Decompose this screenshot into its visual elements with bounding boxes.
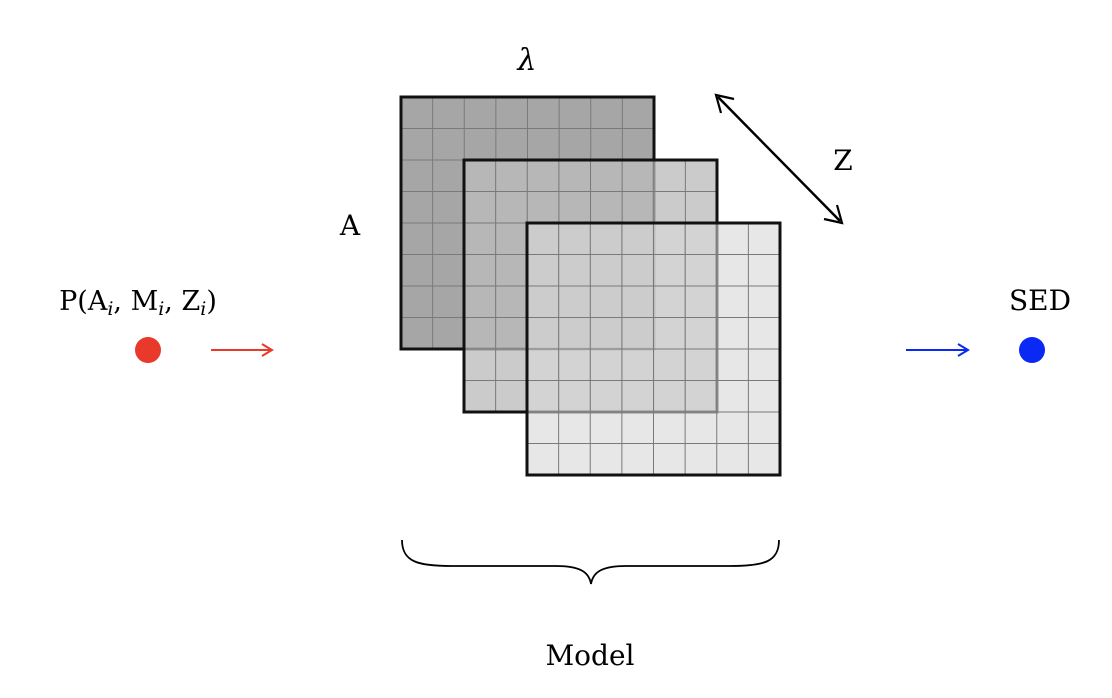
input-arrow [211,343,274,357]
output-dot [1019,337,1045,363]
input-distribution-label: P(Ai, Mi, Zi) [59,286,217,320]
z-axis-label: Z [833,144,852,177]
grid-plane-front [525,221,782,477]
model-brace [401,539,780,585]
a-axis-label: A [339,209,361,242]
input-label-sep-z: , Z [164,286,200,317]
lambda-axis-label: λ [516,43,536,78]
grid-planes [399,95,782,477]
z-axis-arrow [714,93,844,225]
input-label-open: P(A [59,286,108,317]
sed-label: SED [1009,284,1071,317]
input-label-sub-z: i [200,298,206,320]
grid-plane-front-outline [525,221,782,477]
input-label-sep-m: , M [113,286,158,317]
input-label-sub-a: i [107,298,113,320]
model-label: Model [546,639,635,672]
output-arrow [906,343,970,357]
input-dot [135,337,161,363]
input-label-sub-m: i [158,298,164,320]
input-label-close: ) [206,286,217,317]
grid-plane-front-cell-lines [527,223,780,475]
